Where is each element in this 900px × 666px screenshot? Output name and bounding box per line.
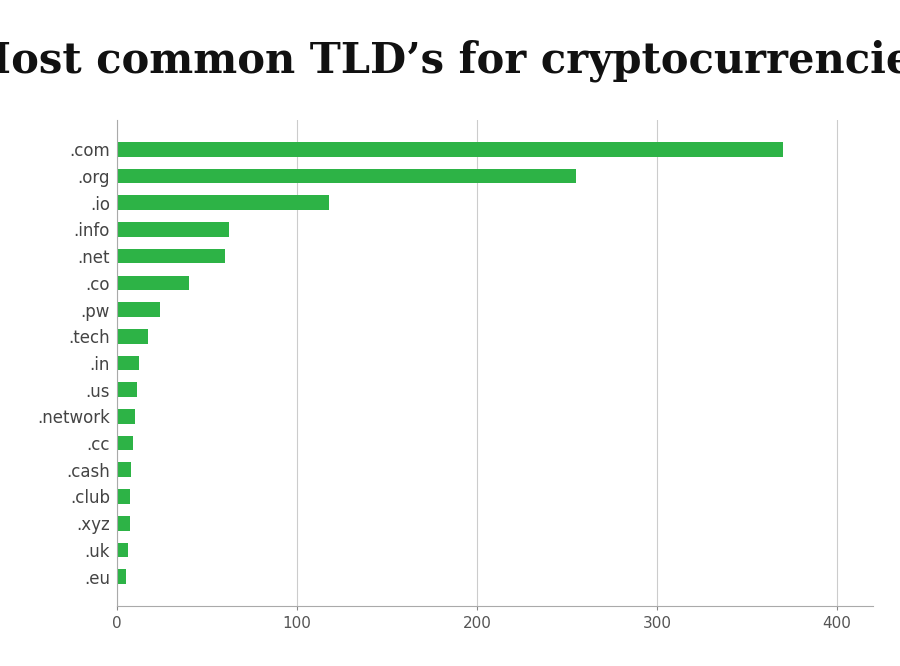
Bar <box>117 543 128 557</box>
Bar <box>117 249 225 264</box>
Bar <box>117 276 189 290</box>
Bar <box>117 409 135 424</box>
Bar <box>117 436 133 450</box>
Bar <box>117 195 329 210</box>
Bar <box>117 168 576 183</box>
Bar <box>117 356 139 370</box>
Bar <box>117 222 229 237</box>
Bar <box>117 329 148 344</box>
Bar <box>117 142 783 157</box>
Bar <box>117 302 160 317</box>
Bar <box>117 382 137 397</box>
Bar <box>117 462 131 477</box>
Bar <box>117 516 130 531</box>
Bar <box>117 569 126 584</box>
Text: Most common TLD’s for cryptocurrencies: Most common TLD’s for cryptocurrencies <box>0 40 900 83</box>
Bar <box>117 489 130 504</box>
